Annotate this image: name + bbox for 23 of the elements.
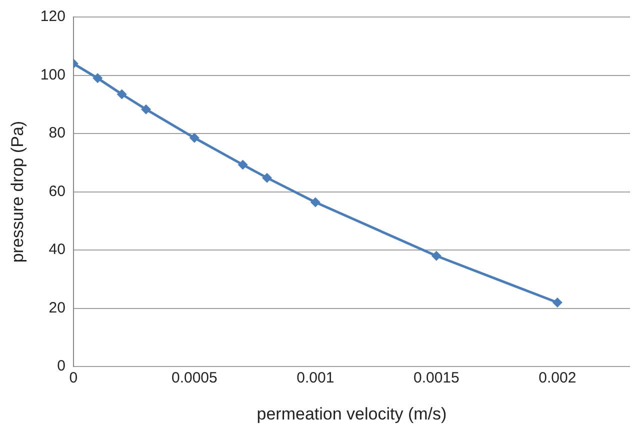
y-tick-label: 60 (48, 182, 66, 200)
y-tick-label: 20 (48, 299, 66, 316)
point (189, 132, 200, 143)
point (262, 172, 272, 183)
y-tick-label: 120 (40, 8, 66, 26)
point (238, 160, 248, 170)
point (552, 298, 562, 308)
y-tick-label: 80 (48, 124, 66, 142)
x-tick-label: 0.0005 (171, 370, 218, 387)
point (141, 104, 152, 114)
y-tick-label: 100 (40, 66, 66, 84)
x-axis-title: permeation velocity (m/s) (256, 404, 447, 424)
y-axis-title: pressure drop (Pa) (8, 120, 27, 263)
x-tick-label: 0 (69, 370, 78, 387)
point (116, 89, 127, 100)
point (310, 197, 320, 208)
y-tick-label: 0 (57, 358, 66, 375)
y-tick-label: 40 (48, 241, 66, 258)
point (431, 250, 442, 261)
x-tick-label: 0.0015 (413, 370, 460, 387)
x-tick-label: 0.002 (538, 370, 576, 387)
x-tick-label: 0.001 (296, 370, 334, 387)
point (92, 73, 103, 84)
